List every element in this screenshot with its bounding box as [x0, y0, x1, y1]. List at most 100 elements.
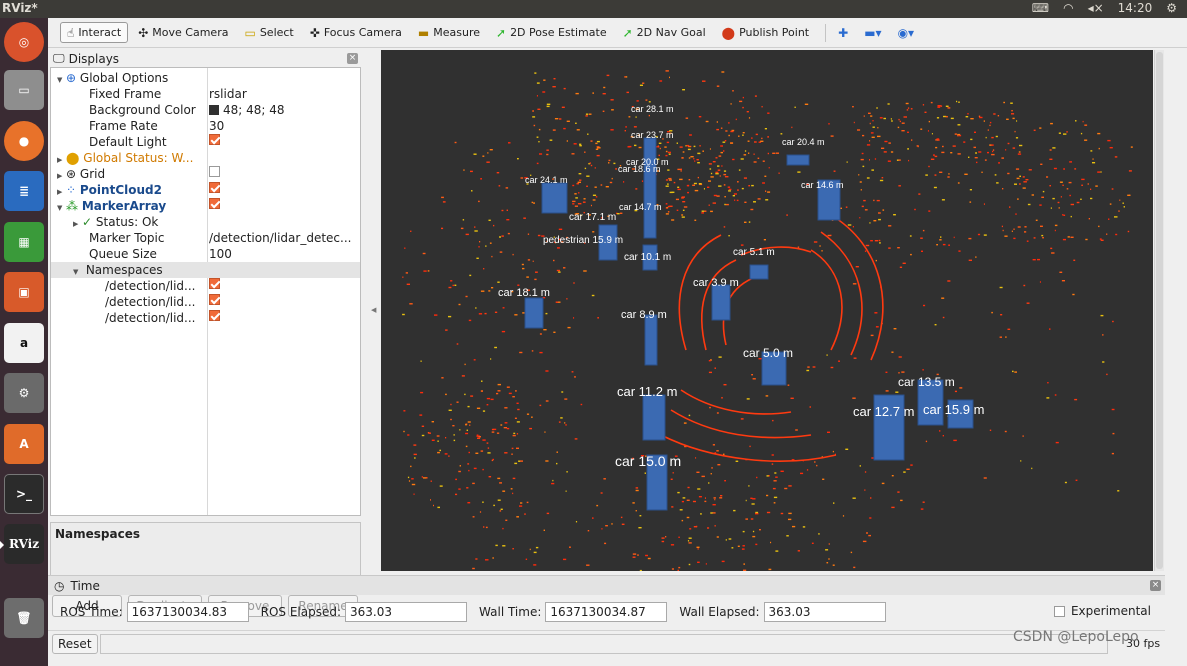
- firefox-icon[interactable]: ●: [4, 121, 44, 161]
- tool-2d-pose-estimate[interactable]: ➚ 2D Pose Estimate: [490, 23, 613, 42]
- remove-tool-button[interactable]: ▬▾: [858, 24, 887, 42]
- tree-item-namespace[interactable]: /detection/lid...: [51, 310, 360, 326]
- experimental-toggle[interactable]: Experimental: [1053, 604, 1151, 618]
- impress-icon[interactable]: ▣: [4, 272, 44, 312]
- tree-item-markerarray[interactable]: ▼ ⁂ MarkerArray: [51, 198, 360, 214]
- tree-item-fixed-frame[interactable]: Fixed Frame rslidar: [51, 86, 360, 102]
- collapse-left-icon[interactable]: ◀: [371, 306, 377, 314]
- rviz-app-icon[interactable]: RViz: [0, 524, 44, 564]
- add-tool-button[interactable]: ✚: [832, 24, 854, 42]
- ros-time-field[interactable]: 1637130034.83: [126, 602, 249, 622]
- tree-item-queue-size[interactable]: Queue Size 100: [51, 246, 360, 262]
- lidar-point: [1119, 199, 1121, 201]
- display-tree[interactable]: ▼ ⊕ Global Options Fixed Frame rslidar Bac…: [50, 67, 361, 516]
- tree-item-namespaces[interactable]: ▼ Namespaces: [51, 262, 360, 278]
- prop-value[interactable]: 48; 48; 48: [223, 103, 285, 117]
- lidar-point: [685, 117, 689, 119]
- render-viewport[interactable]: car 28.1 m car 23.7 m car 20.0 m car 18.…: [381, 50, 1153, 571]
- calc-icon[interactable]: ▦: [4, 222, 44, 262]
- tree-item-global-status[interactable]: ▶ ⬤ Global Status: W...: [51, 150, 360, 166]
- lidar-point: [853, 121, 855, 124]
- tool-measure[interactable]: ▬ Measure: [412, 23, 486, 42]
- checkbox[interactable]: [209, 182, 220, 193]
- trash-icon[interactable]: 🗑: [4, 598, 44, 638]
- prop-value[interactable]: 30: [209, 119, 225, 133]
- checkbox[interactable]: [209, 294, 220, 305]
- clock[interactable]: 14:20: [1117, 1, 1153, 15]
- writer-icon[interactable]: ≣: [4, 171, 44, 211]
- tree-item-namespace[interactable]: /detection/lid...: [51, 278, 360, 294]
- tool-interact[interactable]: ☝ Interact: [60, 22, 129, 43]
- lidar-point: [487, 447, 490, 449]
- wall-elapsed-field[interactable]: 363.03: [763, 602, 886, 622]
- tool-2d-nav-goal[interactable]: ➚ 2D Nav Goal: [617, 23, 712, 42]
- prop-value[interactable]: /detection/lidar_detec...: [209, 231, 352, 245]
- expand-arrow-icon[interactable]: ▶: [57, 156, 63, 164]
- lidar-point: [1007, 328, 1011, 330]
- lidar-point: [635, 489, 639, 492]
- scrollbar-thumb[interactable]: [1156, 52, 1163, 569]
- tree-item-pointcloud2[interactable]: ▶ ⁘ PointCloud2: [51, 182, 360, 198]
- tree-item-frame-rate[interactable]: Frame Rate 30: [51, 118, 360, 134]
- tree-item-grid[interactable]: ▶ ⊛ Grid: [51, 166, 360, 182]
- panel-splitter[interactable]: ◀: [366, 50, 380, 571]
- tool-move-camera[interactable]: ✣ Move Camera: [132, 23, 234, 42]
- lidar-point: [775, 550, 779, 552]
- lidar-point: [959, 387, 963, 389]
- close-icon[interactable]: ×: [1150, 580, 1161, 591]
- tool-select[interactable]: ▭ Select: [238, 23, 299, 42]
- pedestrian-box: [598, 224, 618, 261]
- files-icon[interactable]: ▭: [4, 70, 44, 110]
- lidar-point: [1130, 146, 1133, 148]
- checkbox[interactable]: [209, 166, 220, 177]
- prop-value[interactable]: rslidar: [209, 87, 247, 101]
- tool-focus-camera[interactable]: ✜ Focus Camera: [304, 23, 408, 42]
- volume-icon[interactable]: ◂×: [1087, 1, 1104, 15]
- software-center-icon[interactable]: A: [4, 424, 44, 464]
- expand-arrow-icon[interactable]: ▼: [57, 204, 63, 212]
- lidar-point: [1005, 149, 1007, 151]
- system-settings-icon[interactable]: ⚙: [4, 373, 44, 413]
- tree-item-global-options[interactable]: ▼ ⊕ Global Options: [51, 70, 360, 86]
- column-divider[interactable]: [207, 68, 208, 515]
- checkbox[interactable]: [209, 278, 220, 289]
- lidar-scene[interactable]: car 28.1 m car 23.7 m car 20.0 m car 18.…: [381, 50, 1153, 571]
- view-options-button[interactable]: ◉▾: [892, 24, 921, 42]
- amazon-icon[interactable]: a: [4, 323, 44, 363]
- tree-item-status[interactable]: ▶ ✓ Status: Ok: [51, 214, 360, 230]
- expand-arrow-icon[interactable]: ▼: [57, 76, 63, 84]
- viewport-scrollbar[interactable]: [1154, 50, 1164, 571]
- close-icon[interactable]: ×: [347, 53, 358, 64]
- ubuntu-logo-icon[interactable]: ◎: [4, 22, 44, 62]
- prop-value[interactable]: 100: [209, 247, 232, 261]
- expand-arrow-icon[interactable]: ▶: [73, 220, 79, 228]
- tree-item-namespace[interactable]: /detection/lid...: [51, 294, 360, 310]
- expand-arrow-icon[interactable]: ▼: [73, 268, 79, 276]
- ros-elapsed-field[interactable]: 363.03: [345, 602, 468, 622]
- settings-gear-icon[interactable]: ⚙: [1166, 1, 1177, 15]
- checkbox[interactable]: [1053, 605, 1065, 617]
- checkbox[interactable]: [209, 134, 220, 145]
- lidar-point: [723, 184, 726, 186]
- keyboard-icon[interactable]: ⌨: [1031, 1, 1050, 15]
- tree-item-marker-topic[interactable]: Marker Topic/detection/lidar_detec...: [51, 230, 360, 246]
- lidar-point: [697, 561, 700, 563]
- checkbox[interactable]: [209, 310, 220, 321]
- lidar-point: [671, 191, 675, 193]
- expand-arrow-icon[interactable]: ▶: [57, 188, 63, 196]
- rename-button[interactable]: Rename: [288, 595, 358, 617]
- expand-arrow-icon[interactable]: ▶: [57, 172, 63, 180]
- add-button[interactable]: Add: [52, 595, 122, 617]
- lidar-point: [862, 540, 867, 543]
- checkbox[interactable]: [209, 198, 220, 209]
- tool-publish-point[interactable]: ⬤ Publish Point: [716, 23, 815, 42]
- tree-item-default-light[interactable]: Default Light: [51, 134, 360, 150]
- wifi-icon[interactable]: ◠: [1063, 1, 1074, 15]
- wall-time-field[interactable]: 1637130034.87: [545, 602, 668, 622]
- lidar-point: [467, 421, 471, 423]
- tree-item-background-color[interactable]: Background Color 48; 48; 48: [51, 102, 360, 118]
- reset-button[interactable]: Reset: [52, 634, 98, 654]
- terminal-icon[interactable]: >_: [4, 474, 44, 514]
- lidar-point: [895, 391, 899, 393]
- color-swatch[interactable]: [209, 105, 219, 115]
